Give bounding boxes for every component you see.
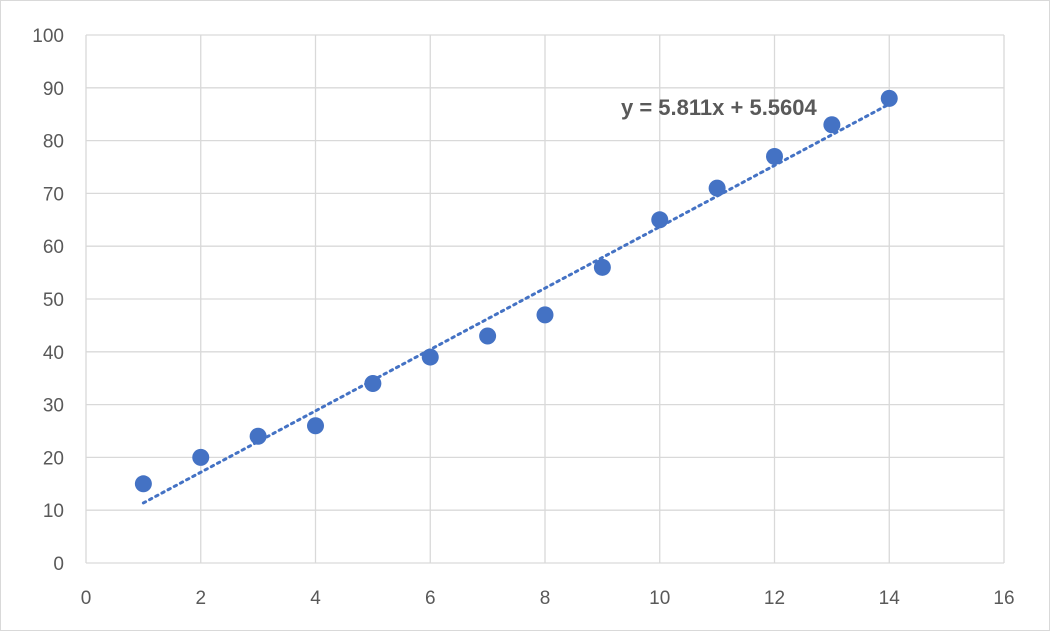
data-point	[880, 89, 898, 107]
data-point	[651, 211, 669, 229]
trendline-equation-label: y = 5.811x + 5.5604	[621, 95, 818, 120]
data-point	[192, 448, 210, 466]
data-point	[479, 327, 497, 345]
x-tick-label: 6	[425, 588, 436, 609]
y-tick-label: 20	[43, 448, 64, 469]
y-tick-label: 90	[43, 79, 64, 100]
x-tick-label: 10	[649, 588, 670, 609]
data-point	[536, 306, 554, 324]
y-tick-label: 10	[43, 501, 64, 522]
x-tick-label: 16	[993, 588, 1014, 609]
trendline	[141, 102, 891, 505]
data-point	[134, 475, 152, 493]
y-tick-label: 50	[43, 290, 64, 311]
data-point	[593, 258, 611, 276]
y-tick-label: 70	[43, 184, 64, 205]
data-point	[823, 116, 841, 134]
data-point	[307, 417, 324, 435]
x-tick-label: 12	[764, 588, 785, 609]
y-tick-label: 80	[43, 132, 64, 153]
data-point	[708, 179, 726, 197]
data-point	[364, 374, 382, 392]
y-tick-label: 100	[32, 26, 64, 47]
y-tick-label: 30	[43, 396, 64, 417]
y-tick-label: 40	[43, 343, 64, 364]
x-tick-label: 0	[81, 588, 92, 609]
y-tick-label: 0	[53, 554, 64, 575]
y-tick-label: 60	[43, 237, 64, 258]
trendline-group	[141, 102, 891, 505]
x-tick-label: 2	[195, 588, 206, 609]
data-point	[249, 427, 267, 445]
gridlines	[85, 34, 1005, 564]
axes: 0 10 20 30 40 50 60 70 80 90 100 0 2 4 6 8 10 12 14 16	[32, 26, 1014, 609]
data-points	[134, 89, 898, 493]
data-point	[766, 147, 783, 165]
x-tick-label: 14	[879, 588, 901, 609]
x-tick-label: 4	[310, 588, 321, 609]
x-tick-label: 8	[540, 588, 551, 609]
data-point	[421, 348, 439, 366]
